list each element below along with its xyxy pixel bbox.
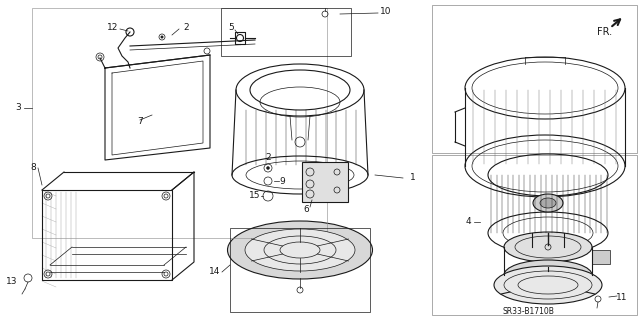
Bar xyxy=(221,8,351,56)
Ellipse shape xyxy=(533,194,563,212)
Circle shape xyxy=(161,36,163,38)
Text: FR.: FR. xyxy=(597,27,612,37)
Text: 12: 12 xyxy=(108,24,118,33)
Text: 4: 4 xyxy=(465,218,471,226)
Bar xyxy=(32,8,327,238)
Ellipse shape xyxy=(227,221,372,279)
Text: SR33-B1710B: SR33-B1710B xyxy=(502,307,554,315)
Text: 6: 6 xyxy=(303,205,309,214)
Text: 2: 2 xyxy=(265,152,271,161)
Bar xyxy=(432,5,637,153)
Ellipse shape xyxy=(504,232,592,262)
Text: 13: 13 xyxy=(6,278,18,286)
Bar xyxy=(302,162,348,202)
Text: 3: 3 xyxy=(15,103,21,113)
Bar xyxy=(592,250,610,264)
Text: 11: 11 xyxy=(616,293,628,301)
Text: 9: 9 xyxy=(279,176,285,186)
Ellipse shape xyxy=(494,266,602,304)
Text: 8: 8 xyxy=(30,164,36,173)
Text: 14: 14 xyxy=(209,268,221,277)
Text: 2: 2 xyxy=(183,24,189,33)
Text: 10: 10 xyxy=(380,8,392,17)
Ellipse shape xyxy=(504,260,592,290)
Bar xyxy=(230,228,370,312)
Text: 1: 1 xyxy=(410,174,416,182)
Text: 15: 15 xyxy=(249,191,260,201)
Circle shape xyxy=(266,167,269,169)
Ellipse shape xyxy=(245,229,355,271)
Bar xyxy=(432,155,637,315)
Ellipse shape xyxy=(540,198,556,208)
Text: 7: 7 xyxy=(137,117,143,127)
Text: 5: 5 xyxy=(228,24,234,33)
